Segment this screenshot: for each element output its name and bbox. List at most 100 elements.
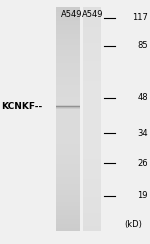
Bar: [83, 193, 101, 195]
Bar: [83, 204, 101, 206]
Bar: [56, 106, 80, 107]
Bar: [83, 226, 101, 229]
Bar: [56, 188, 80, 191]
Bar: [83, 159, 101, 162]
Bar: [83, 12, 101, 14]
Bar: [56, 106, 80, 107]
Bar: [83, 168, 101, 171]
Bar: [83, 177, 101, 180]
Bar: [83, 68, 101, 70]
Bar: [83, 79, 101, 81]
Bar: [56, 202, 80, 204]
Bar: [56, 106, 80, 108]
Bar: [56, 182, 80, 184]
Bar: [56, 206, 80, 209]
Bar: [56, 119, 80, 122]
Bar: [83, 150, 101, 153]
Bar: [56, 41, 80, 43]
Bar: [56, 85, 80, 88]
Bar: [56, 193, 80, 195]
Bar: [56, 126, 80, 128]
Bar: [83, 88, 101, 91]
Bar: [56, 94, 80, 97]
Bar: [83, 121, 101, 124]
Bar: [56, 105, 80, 106]
Bar: [56, 39, 80, 41]
Bar: [56, 81, 80, 84]
Bar: [83, 146, 101, 148]
Bar: [56, 228, 80, 231]
Bar: [56, 79, 80, 81]
Bar: [83, 74, 101, 77]
Bar: [83, 119, 101, 122]
Bar: [56, 112, 80, 115]
Bar: [56, 7, 80, 10]
Bar: [83, 19, 101, 21]
Bar: [56, 90, 80, 93]
Bar: [56, 166, 80, 169]
Bar: [56, 108, 80, 109]
Bar: [56, 159, 80, 162]
Bar: [83, 175, 101, 177]
Bar: [83, 43, 101, 46]
Text: A549: A549: [60, 10, 82, 19]
Bar: [56, 107, 80, 108]
Bar: [56, 150, 80, 153]
Bar: [56, 219, 80, 222]
Bar: [83, 208, 101, 211]
Bar: [83, 16, 101, 19]
Bar: [83, 85, 101, 88]
Bar: [56, 105, 80, 106]
Text: 34: 34: [137, 129, 148, 138]
Bar: [83, 63, 101, 66]
Bar: [83, 59, 101, 61]
Bar: [83, 36, 101, 39]
Bar: [83, 54, 101, 57]
Bar: [56, 204, 80, 206]
Bar: [56, 59, 80, 61]
Bar: [56, 107, 80, 108]
Bar: [83, 45, 101, 48]
Text: 19: 19: [138, 192, 148, 201]
Bar: [56, 217, 80, 220]
Bar: [56, 170, 80, 173]
Bar: [83, 117, 101, 120]
Bar: [56, 141, 80, 144]
Bar: [56, 107, 80, 108]
Bar: [56, 226, 80, 229]
Bar: [56, 179, 80, 182]
Bar: [56, 123, 80, 126]
Bar: [83, 217, 101, 220]
Bar: [83, 166, 101, 169]
Bar: [56, 213, 80, 215]
Bar: [56, 99, 80, 102]
Bar: [83, 56, 101, 59]
Text: 48: 48: [137, 93, 148, 102]
Bar: [83, 21, 101, 23]
Bar: [56, 106, 80, 107]
Bar: [56, 30, 80, 32]
Bar: [83, 83, 101, 86]
Bar: [56, 108, 80, 109]
Bar: [83, 65, 101, 68]
Bar: [83, 106, 101, 108]
Bar: [56, 215, 80, 218]
Bar: [83, 90, 101, 93]
Bar: [56, 152, 80, 155]
Bar: [83, 215, 101, 218]
Bar: [56, 173, 80, 175]
Bar: [56, 161, 80, 164]
Bar: [56, 34, 80, 37]
Bar: [56, 106, 80, 107]
Bar: [56, 224, 80, 227]
Bar: [83, 61, 101, 64]
Bar: [56, 132, 80, 135]
Bar: [56, 108, 80, 109]
Bar: [83, 7, 101, 10]
Bar: [56, 128, 80, 131]
Bar: [83, 130, 101, 133]
Bar: [83, 148, 101, 151]
Bar: [56, 177, 80, 180]
Bar: [56, 143, 80, 146]
Bar: [83, 50, 101, 52]
